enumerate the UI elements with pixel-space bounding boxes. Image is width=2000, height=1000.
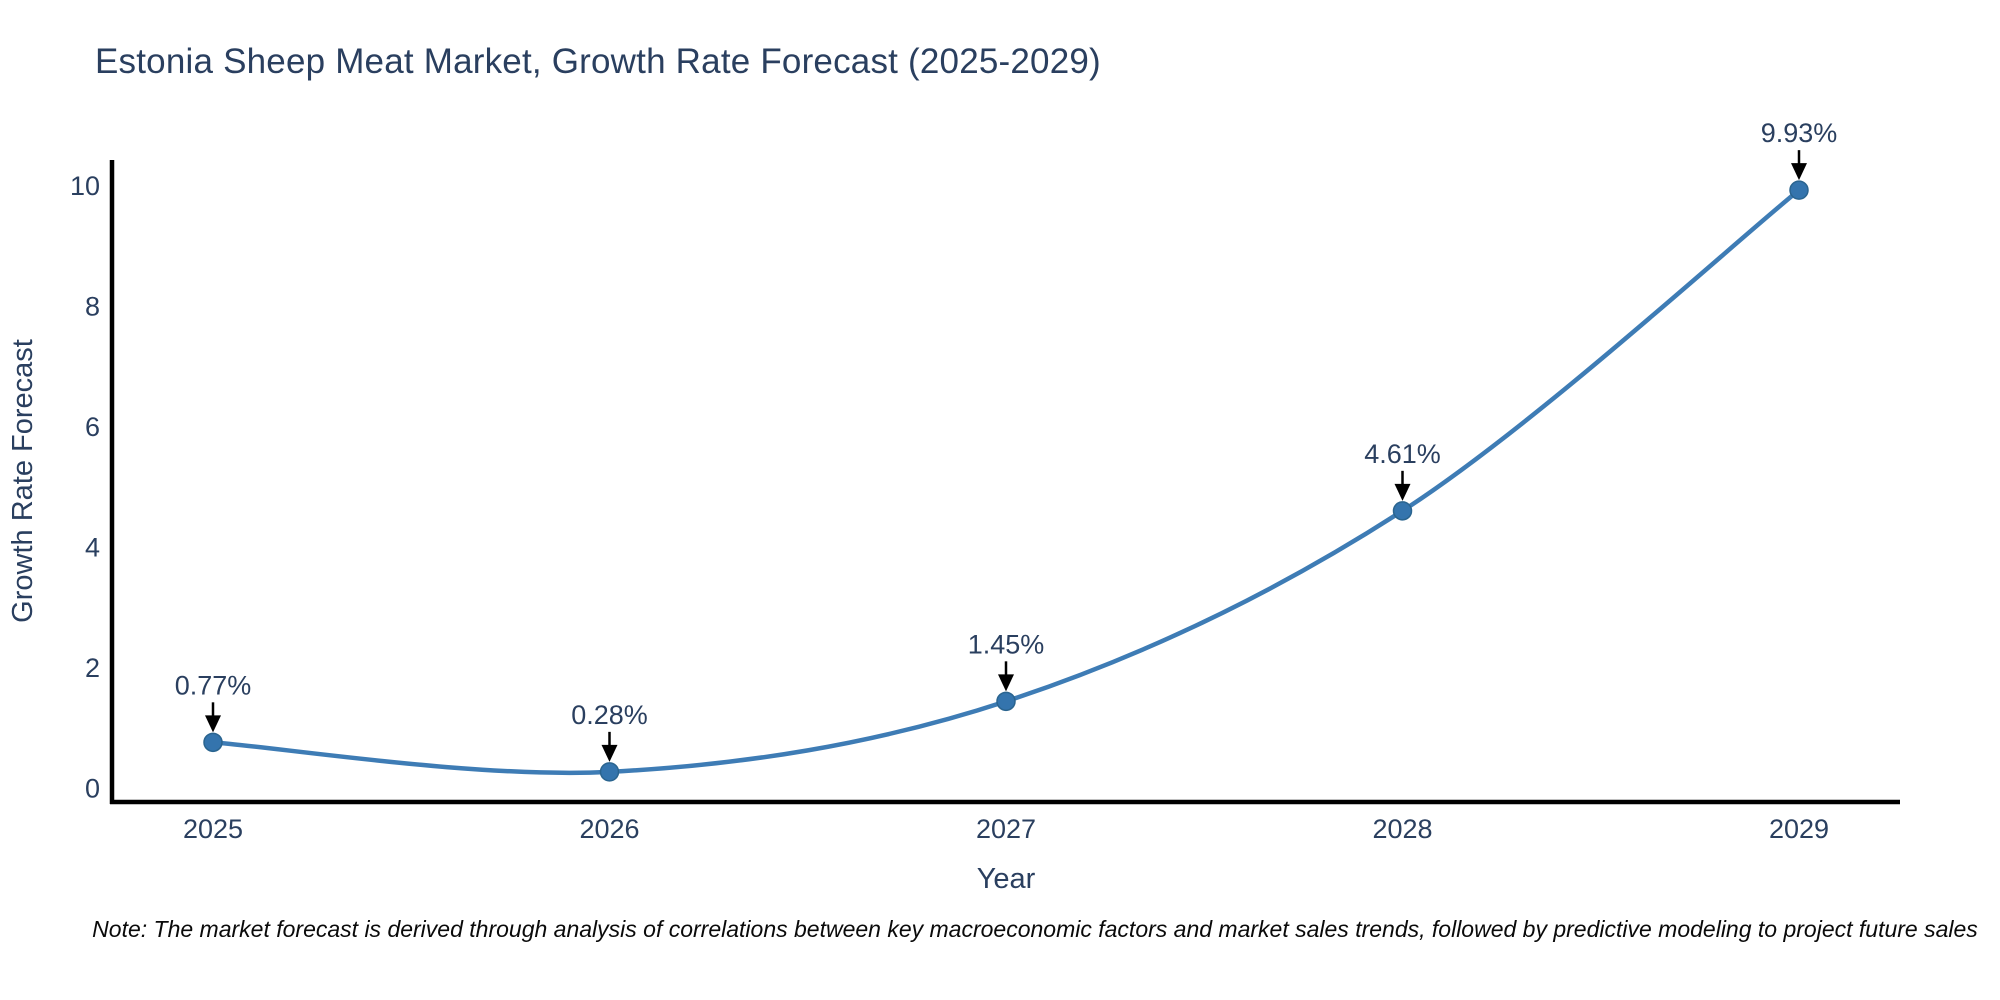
data-point-marker: [1789, 180, 1809, 200]
y-tick-label: 8: [85, 291, 100, 321]
x-tick-label: 2028: [1372, 814, 1432, 844]
x-tick-label: 2026: [579, 814, 639, 844]
x-axis-title: Year: [977, 863, 1036, 895]
trend-line: [210, 187, 1802, 776]
annotation-arrowhead: [205, 715, 221, 733]
chart-title: Estonia Sheep Meat Market, Growth Rate F…: [95, 42, 1101, 81]
data-point-marker: [996, 691, 1016, 712]
annotation-label: 0.28%: [571, 700, 648, 730]
x-tick-label: 2027: [976, 814, 1036, 844]
annotation-label: 0.77%: [175, 670, 252, 700]
annotation-label: 9.93%: [1761, 118, 1838, 148]
annotation-arrowhead: [1394, 483, 1411, 501]
x-tick-label: 2025: [183, 814, 243, 844]
y-tick-label: 10: [70, 171, 100, 201]
y-tick-label: 0: [85, 774, 100, 804]
x-tick-label: 2029: [1769, 814, 1829, 844]
annotation-arrowhead: [601, 744, 618, 762]
annotation-arrowhead: [1791, 163, 1807, 181]
y-tick-label: 6: [85, 412, 100, 442]
y-axis-title: Growth Rate Forecast: [7, 339, 39, 623]
y-tick-label: 2: [85, 653, 100, 683]
annotation-label: 4.61%: [1364, 439, 1441, 469]
data-point-marker: [203, 732, 223, 753]
annotation-arrowhead: [998, 674, 1014, 692]
data-point-marker: [599, 762, 620, 782]
y-tick-label: 4: [85, 533, 100, 563]
annotation-label: 1.45%: [968, 629, 1045, 659]
footnote: Note: The market forecast is derived thr…: [92, 916, 1978, 942]
data-point-marker: [1392, 501, 1413, 521]
